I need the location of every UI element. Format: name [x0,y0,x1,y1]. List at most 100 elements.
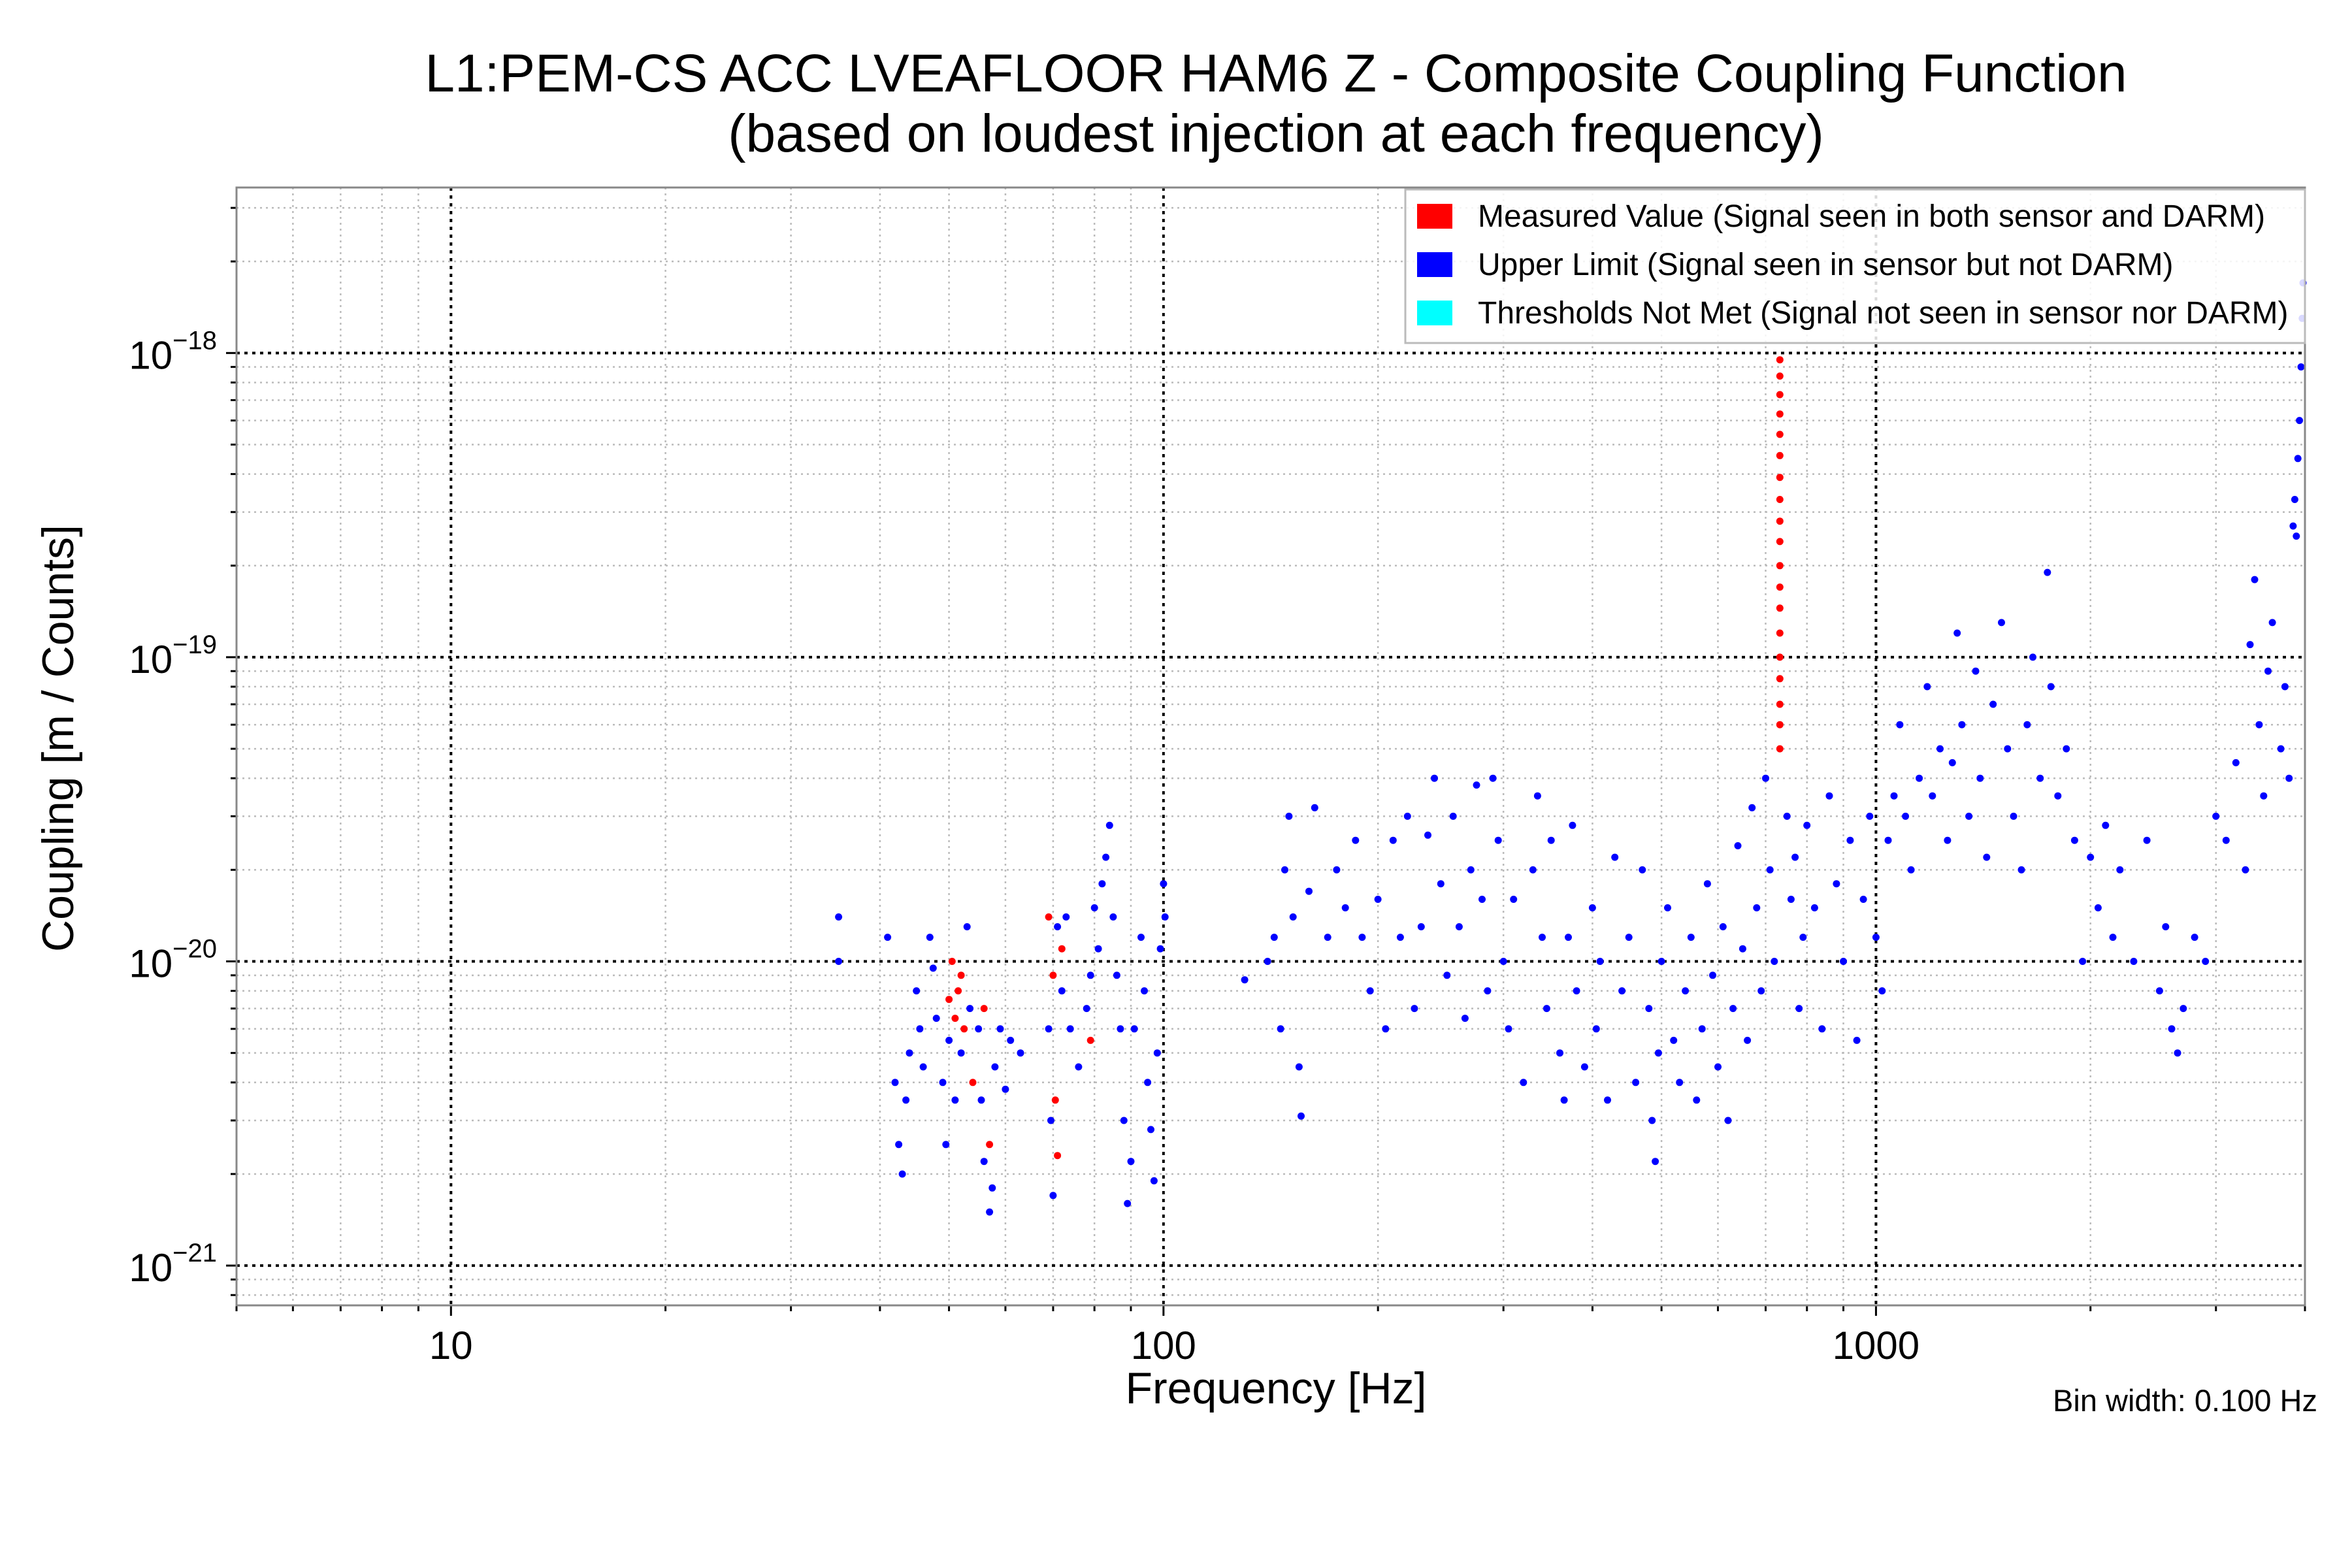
upper-limit-point [1396,934,1404,941]
upper-limit-point [1382,1025,1390,1033]
upper-limit-point [1062,913,1070,921]
upper-limit-point [1998,619,2005,627]
upper-limit-point [1676,1079,1684,1086]
upper-limit-point [942,1141,950,1149]
measured-value-point [1776,356,1784,364]
upper-limit-point [1729,1005,1737,1013]
upper-limit-point [1461,1015,1469,1022]
upper-limit-point [1352,836,1360,844]
upper-limit-point [1547,836,1555,844]
upper-limit-point [1840,958,1847,965]
measured-value-point [1776,431,1784,438]
upper-limit-point [2297,363,2305,371]
upper-limit-point [1592,1025,1600,1033]
upper-limit-point [1799,934,1807,941]
upper-limit-point [1803,821,1811,829]
upper-limit-point [2202,958,2210,965]
y-tick-base: 10 [129,942,172,986]
upper-limit-point [1618,987,1626,995]
upper-limit-point [945,1036,953,1044]
upper-limit-point [1124,1200,1132,1207]
upper-limit-point [1120,1117,1128,1124]
upper-limit-point [2094,904,2102,911]
upper-limit-point [1264,958,1271,965]
upper-limit-point [1766,866,1774,874]
upper-limit-point [1510,896,1518,903]
upper-limit-point [2102,821,2110,829]
y-tick-label: 10−20 [129,935,217,986]
upper-limit-point [1141,987,1148,995]
upper-limit-point [986,1208,994,1216]
upper-limit-point [1241,976,1249,984]
upper-limit-point [1670,1036,1678,1044]
upper-limit-point [2180,1005,2187,1013]
upper-limit-point [2130,958,2138,965]
upper-limit-point [1719,923,1727,930]
measured-value-point [1776,474,1784,482]
upper-limit-point [2264,667,2272,675]
upper-limit-point [2004,745,2012,753]
upper-limit-point [1818,1025,1826,1033]
measured-value-point [951,1015,959,1022]
upper-limit-point [1083,1005,1090,1013]
upper-limit-point [1565,934,1572,941]
upper-limit-point [2010,812,2017,820]
upper-limit-point [1130,1025,1138,1033]
upper-limit-point [1652,1158,1659,1166]
upper-limit-point [1714,1063,1722,1071]
upper-limit-point [1596,958,1604,965]
upper-limit-point [1757,987,1765,995]
measured-value-point [1776,517,1784,525]
upper-limit-point [2255,721,2263,728]
upper-limit-point [2047,683,2055,691]
y-tick-exponent: −18 [172,326,217,355]
upper-limit-point [1150,1177,1158,1184]
upper-limit-point [2191,934,2198,941]
upper-limit-point [1569,821,1576,829]
upper-limit-point [2023,721,2031,728]
measured-value-point [969,1079,977,1086]
upper-limit-point [1090,904,1098,911]
upper-limit-point [1916,774,1923,782]
upper-limit-point [1658,958,1665,965]
upper-limit-point [966,1005,974,1013]
upper-limit-point [1748,804,1756,811]
measured-value-point [1058,945,1066,953]
upper-limit-point [2162,923,2170,930]
measured-value-point [1051,1096,1059,1104]
measured-value-point [1776,496,1784,503]
upper-limit-point [2293,532,2300,540]
upper-limit-point [1449,812,1457,820]
upper-limit-point [1473,781,1480,789]
upper-limit-point [1285,812,1293,820]
upper-limit-point [1762,774,1769,782]
upper-limit-point [1744,1036,1752,1044]
y-tick-exponent: −19 [172,630,217,659]
bin-width-annotation: Bin width: 0.100 Hz [2053,1383,2317,1418]
upper-limit-point [1791,853,1799,861]
upper-limit-point [1533,792,1541,800]
measured-value-point [1776,675,1784,683]
upper-limit-point [1825,792,1833,800]
upper-limit-point [2285,774,2293,782]
upper-limit-point [1105,821,1113,829]
upper-limit-point [1311,804,1318,811]
upper-limit-point [980,1158,988,1166]
upper-limit-point [902,1096,910,1104]
upper-limit-point [991,1063,999,1071]
upper-limit-point [1389,836,1397,844]
upper-limit-point [1002,1085,1009,1093]
upper-limit-point [963,923,971,930]
legend-swatch-1 [1417,252,1452,277]
legend-box [1404,188,2306,344]
upper-limit-point [1109,913,1117,921]
upper-limit-point [1810,904,1818,911]
upper-limit-point [932,1015,940,1022]
grid-lines [226,188,2306,1316]
upper-limit-point [916,1025,924,1033]
upper-limit-point [1049,1192,1057,1200]
measured-value-point [1045,913,1053,921]
upper-limit-point [1902,812,1910,820]
measured-value-point [957,972,965,979]
upper-limit-point [1739,945,1746,953]
